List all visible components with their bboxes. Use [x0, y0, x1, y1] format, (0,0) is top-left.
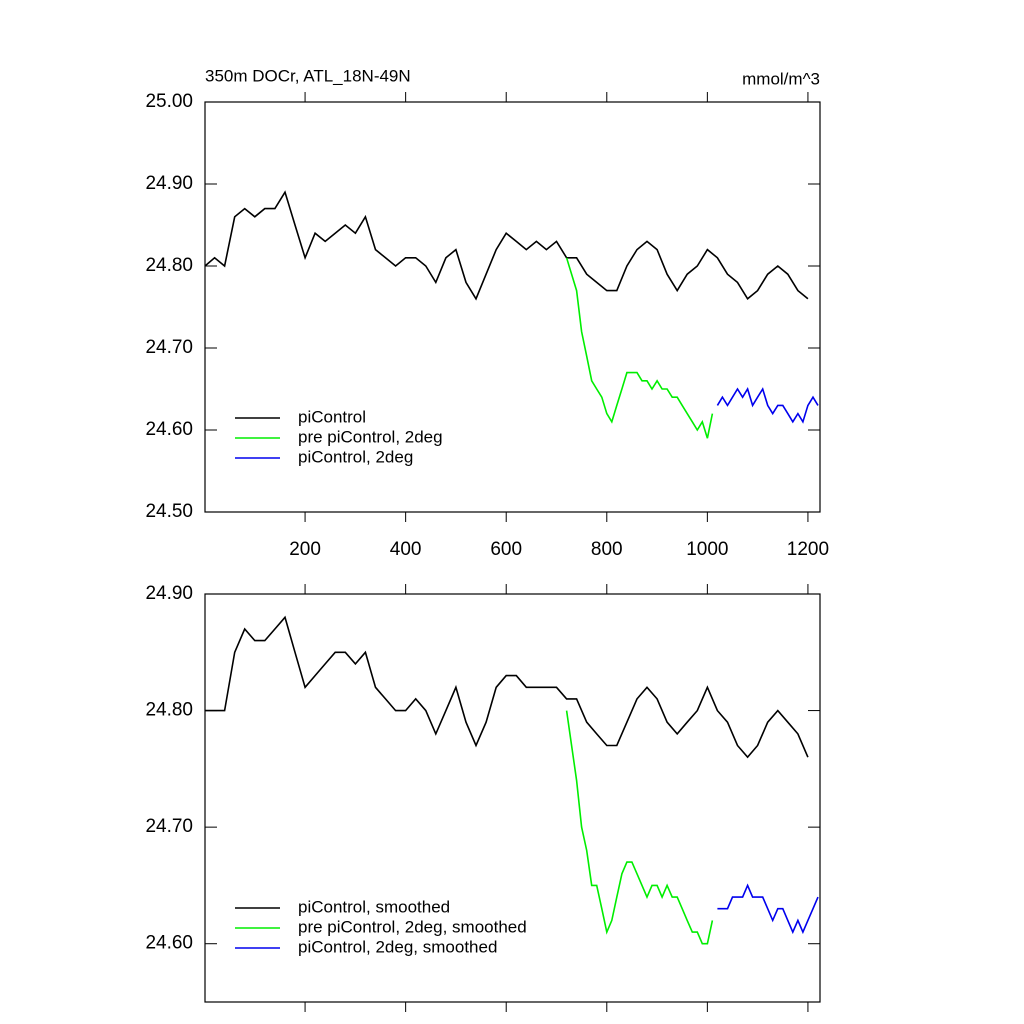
- y-tick-label: 24.50: [145, 501, 193, 522]
- series-line: [565, 710, 714, 945]
- y-tick-label: 24.60: [145, 933, 193, 954]
- series-line: [205, 615, 809, 759]
- y-tick-label: 25.00: [145, 91, 193, 112]
- series-line: [716, 387, 819, 424]
- x-tick-label: 600: [490, 539, 522, 560]
- y-tick-label: 24.90: [145, 173, 193, 194]
- legend-label: pre piControl, 2deg: [298, 427, 443, 446]
- plot-frame: [204, 593, 821, 1003]
- y-tick-label: 24.70: [145, 816, 193, 837]
- legend-label: piControl, smoothed: [298, 897, 450, 916]
- series-line: [717, 883, 819, 935]
- y-tick-label: 24.90: [145, 583, 193, 604]
- legend-label: piControl, 2deg, smoothed: [298, 937, 497, 956]
- legend-label: pre piControl, 2deg, smoothed: [298, 917, 527, 936]
- series-line: [204, 190, 809, 301]
- y-tick-label: 24.80: [145, 255, 193, 276]
- x-tick-label: 400: [390, 539, 422, 560]
- x-tick-label: 800: [591, 539, 623, 560]
- x-tick-label: 200: [289, 539, 321, 560]
- legend-label: piControl, 2deg: [298, 447, 413, 466]
- y-tick-label: 24.60: [145, 419, 193, 440]
- y-tick-label: 24.80: [145, 700, 193, 721]
- legend-label: piControl: [298, 407, 366, 426]
- units-label: mmol/m^3: [742, 69, 820, 88]
- plot-frame: [204, 101, 821, 513]
- series-line: [565, 257, 714, 439]
- x-tick-label: 1200: [787, 539, 829, 560]
- x-tick-label: 1000: [686, 539, 728, 560]
- chart-title: 350m DOCr, ATL_18N-49N: [205, 66, 411, 85]
- y-tick-label: 24.70: [145, 337, 193, 358]
